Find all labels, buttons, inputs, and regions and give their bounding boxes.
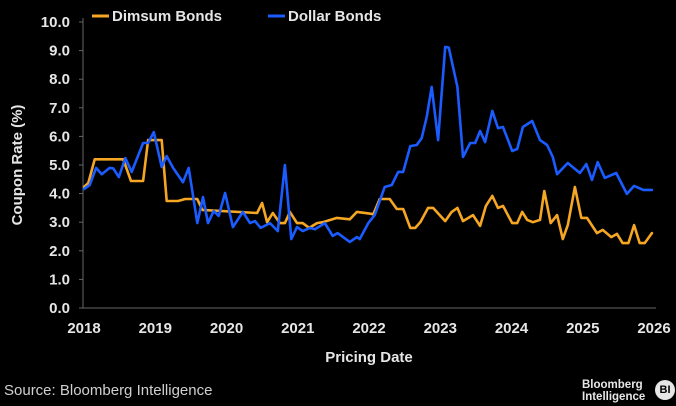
bi-badge-icon: BI [655,380,675,400]
logo-line-1: Bloomberg [582,379,643,391]
x-tick-label: 2020 [210,320,243,337]
y-tick-label: 4.0 [49,186,70,203]
x-tick-label: 2025 [566,320,599,337]
x-axis-title: Pricing Date [325,349,413,366]
logo-line-2: Intelligence [582,391,646,403]
source-note: Source: Bloomberg Intelligence [4,382,213,399]
y-axis-title: Coupon Rate (%) [9,105,26,226]
y-tick-label: 10.0 [41,14,70,31]
y-tick-label: 0.0 [49,300,70,317]
x-tick-label: 2018 [67,320,100,337]
x-tick-label: 2022 [352,320,385,337]
y-tick-label: 9.0 [49,43,70,60]
y-tick-label: 2.0 [49,243,70,260]
legend-label-dimsum: Dimsum Bonds [112,8,222,25]
series-line-dimsum-bonds [82,138,654,245]
x-tick-label: 2024 [495,320,529,337]
y-tick-label: 6.0 [49,128,70,145]
x-tick-label: 2021 [281,320,314,337]
legend-label-dollar: Dollar Bonds [288,8,381,25]
y-tick-label: 1.0 [49,271,70,288]
y-tick-label: 5.0 [49,157,70,174]
y-tick-label: 3.0 [49,214,70,231]
x-tick-label: 2023 [424,320,457,337]
bloomberg-intelligence-logo: Bloomberg Intelligence [582,379,645,403]
y-tick-label: 7.0 [49,100,70,117]
x-tick-label: 2026 [637,320,670,337]
series-line-dollar-bonds [82,45,654,244]
y-tick-label: 8.0 [49,71,70,88]
x-tick-label: 2019 [139,320,172,337]
